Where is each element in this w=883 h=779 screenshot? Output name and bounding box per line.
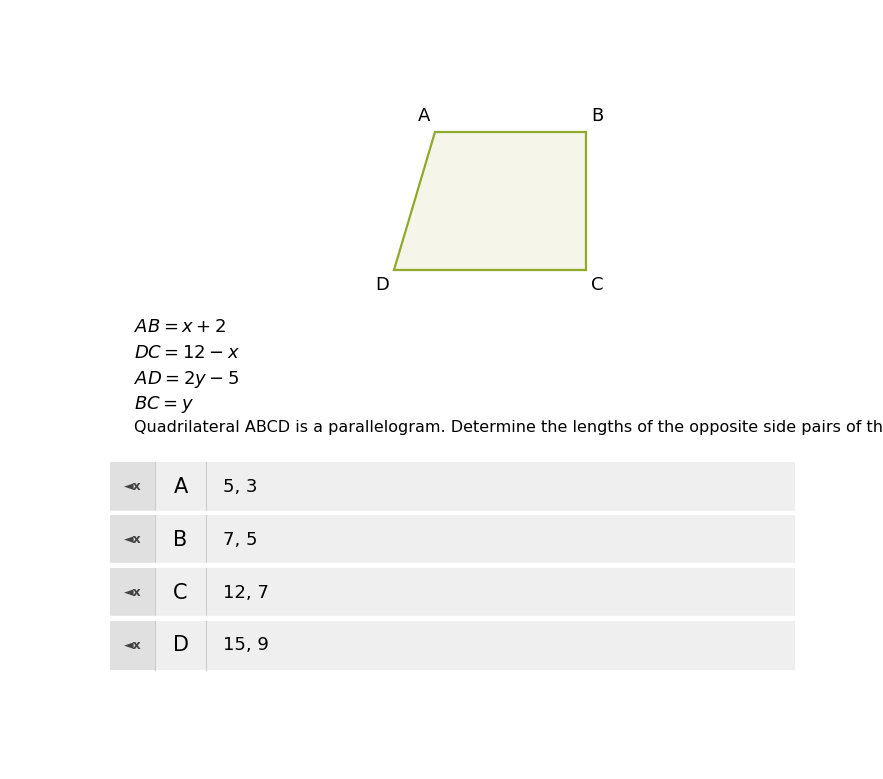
Text: $DC = 12 - x$: $DC = 12 - x$ (134, 344, 241, 361)
Text: ◄x: ◄x (124, 481, 141, 493)
Text: $BC = y$: $BC = y$ (134, 394, 194, 415)
Text: 15, 9: 15, 9 (223, 636, 269, 654)
FancyBboxPatch shape (110, 463, 795, 512)
Text: A: A (419, 107, 431, 125)
Text: D: D (375, 277, 389, 294)
Text: A: A (173, 477, 188, 497)
Polygon shape (395, 132, 586, 270)
Text: $AD = 2y - 5$: $AD = 2y - 5$ (134, 368, 239, 390)
Text: Quadrilateral ABCD is a parallelogram. Determine the lengths of the opposite sid: Quadrilateral ABCD is a parallelogram. D… (134, 421, 883, 435)
Text: ◄x: ◄x (124, 639, 141, 652)
Text: C: C (592, 277, 604, 294)
FancyBboxPatch shape (110, 515, 795, 564)
Text: ◄x: ◄x (124, 586, 141, 599)
FancyBboxPatch shape (110, 568, 155, 617)
Text: 7, 5: 7, 5 (223, 530, 258, 548)
FancyBboxPatch shape (110, 463, 155, 512)
Text: C: C (173, 583, 188, 602)
FancyBboxPatch shape (110, 621, 795, 670)
Text: $AB = x + 2$: $AB = x + 2$ (134, 319, 227, 337)
Text: 12, 7: 12, 7 (223, 583, 269, 601)
Text: ◄x: ◄x (124, 534, 141, 546)
FancyBboxPatch shape (110, 515, 155, 564)
Text: B: B (173, 530, 188, 550)
Text: D: D (172, 636, 188, 655)
FancyBboxPatch shape (110, 621, 155, 670)
Text: B: B (591, 107, 603, 125)
FancyBboxPatch shape (110, 568, 795, 617)
Text: 5, 3: 5, 3 (223, 478, 258, 496)
